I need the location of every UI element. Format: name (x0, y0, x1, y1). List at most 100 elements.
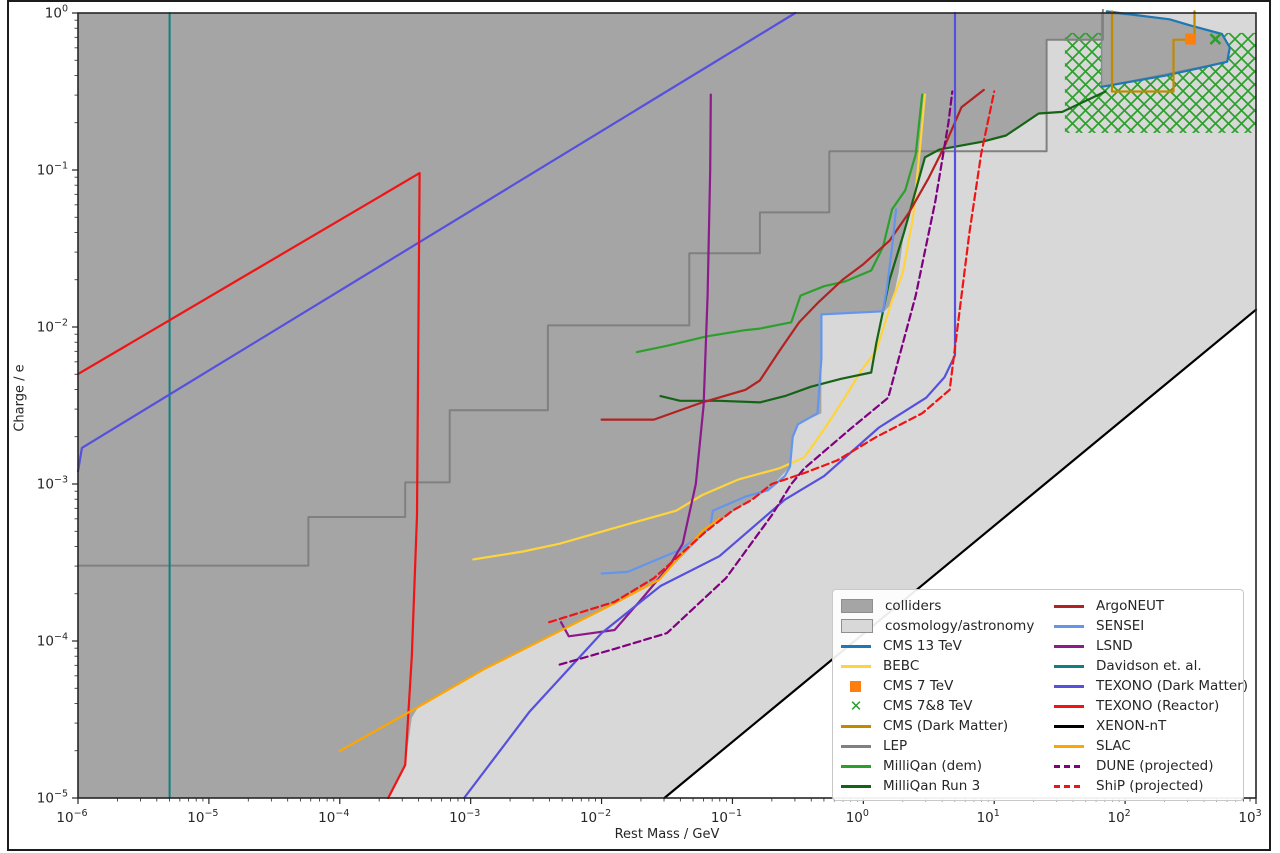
legend-swatch-line (1054, 744, 1084, 748)
region-colliders (78, 13, 1103, 798)
legend-item-cms-13-tev: CMS 13 TeV (841, 636, 1054, 656)
legend-item-xenon-nt: XENON-nT (1054, 716, 1239, 736)
svg-text:10−2: 10−2 (580, 808, 611, 826)
legend-swatch-line (841, 744, 871, 748)
legend-label: ShiP (projected) (1096, 778, 1204, 794)
series-cms-13-tev (1100, 10, 1231, 88)
svg-text:102: 102 (1107, 808, 1130, 826)
series-milliqan-dem (635, 93, 924, 354)
legend-label: MilliQan Run 3 (883, 778, 981, 794)
svg-text:100: 100 (846, 808, 869, 826)
legend-label: LSND (1096, 638, 1133, 654)
svg-text:10−2: 10−2 (37, 318, 68, 336)
legend-swatch-line (1054, 604, 1084, 608)
svg-text:10−3: 10−3 (37, 475, 68, 493)
legend-label: TEXONO (Dark Matter) (1096, 678, 1249, 694)
marker-cms-7-tev (1185, 33, 1197, 45)
svg-text:101: 101 (977, 808, 1000, 826)
series-texono-reactor (76, 172, 421, 800)
series-xenon-nt (663, 308, 1258, 800)
plot-frame (77, 12, 1257, 799)
legend-swatch-patch (841, 599, 873, 613)
legend-item-davidson-et-al: Davidson et. al. (1054, 656, 1239, 676)
legend-item-texono-reactor: TEXONO (Reactor) (1054, 696, 1239, 716)
legend-label: CMS (Dark Matter) (883, 718, 1009, 734)
legend-swatch-line (841, 664, 871, 668)
legend-swatch-x-marker: ✕ (849, 696, 863, 715)
svg-text:10−6: 10−6 (56, 808, 87, 826)
legend-label: ArgoNEUT (1096, 598, 1165, 614)
legend-item-milliqan-dem: MilliQan (dem) (841, 756, 1054, 776)
series-texono-dark-matter-2 (463, 11, 957, 800)
series-texono-dark-matter-1 (76, 11, 797, 473)
legend-column-left: colliders cosmology/astronomy CMS 13 TeV BE… (841, 596, 1054, 796)
svg-text:10−4: 10−4 (318, 808, 349, 826)
legend-item-dune-projected: DUNE (projected) (1054, 756, 1239, 776)
legend-label: SENSEI (1096, 618, 1145, 634)
legend-item-bebc: BEBC (841, 656, 1054, 676)
legend-label: colliders (885, 598, 942, 614)
legend-label: CMS 7&8 TeV (883, 698, 973, 714)
series-ship-projected (548, 90, 996, 624)
legend-item-cms-dark-matter: CMS (Dark Matter) (841, 716, 1054, 736)
legend-swatch-square-marker (850, 680, 861, 692)
legend-label: CMS 7 TeV (883, 678, 954, 694)
legend-swatch-line (1054, 684, 1084, 688)
legend-swatch-line (1054, 664, 1084, 668)
legend-swatch-line (1054, 724, 1084, 728)
legend-item-cms-7-tev: CMS 7 TeV (841, 676, 1054, 696)
legend-item-cosmology-astronomy: cosmology/astronomy (841, 616, 1054, 636)
legend-swatch-line (841, 724, 871, 728)
legend-swatch-line (841, 764, 871, 768)
series-dune-projected (558, 90, 954, 666)
svg-text:10−1: 10−1 (711, 808, 742, 826)
legend-swatch-dashed-line (1054, 784, 1084, 788)
legend-label: Davidson et. al. (1096, 658, 1202, 674)
legend-label: cosmology/astronomy (885, 618, 1035, 634)
series-argoneut (600, 88, 985, 421)
legend-item-texono-dark-matter: TEXONO (Dark Matter) (1054, 676, 1248, 696)
svg-text:10−5: 10−5 (37, 789, 68, 807)
legend-item-colliders: colliders (841, 596, 1054, 616)
y-axis-title: Charge / e (12, 364, 28, 432)
legend-item-lsnd: LSND (1054, 636, 1239, 656)
legend-label: DUNE (projected) (1096, 758, 1214, 774)
svg-text:103: 103 (1238, 808, 1261, 826)
legend-label: BEBC (883, 658, 920, 674)
legend-item-ship-projected: ShiP (projected) (1054, 776, 1239, 796)
axis-ticks (72, 12, 1257, 804)
series-lsnd (559, 93, 712, 638)
legend-swatch-line (1054, 644, 1084, 648)
series-slac (338, 517, 721, 753)
legend-item-sensei: SENSEI (1054, 616, 1239, 636)
axis-tick-labels: 10−6 10−5 10−4 10−3 10−2 10−1 100 101 102 1031001… (37, 4, 1262, 827)
legend-swatch-patch (841, 619, 873, 633)
legend-swatch-line (1054, 624, 1084, 628)
svg-text:10−3: 10−3 (449, 808, 480, 826)
legend-column-right: ArgoNEUT SENSEI LSND Davidson et. al. TEXONO… (1054, 596, 1248, 796)
svg-text:10−4: 10−4 (37, 632, 68, 650)
svg-text:10−1: 10−1 (37, 161, 68, 179)
marker-cms-7-8-tev (1209, 33, 1222, 45)
legend-label: SLAC (1096, 738, 1131, 754)
legend-label: CMS 13 TeV (883, 638, 962, 654)
legend-swatch-dashed-line (1054, 764, 1084, 768)
legend-label: MilliQan (dem) (883, 758, 982, 774)
svg-text:10−5: 10−5 (187, 808, 218, 826)
legend-swatch-line (1054, 704, 1084, 708)
legend-box: colliders cosmology/astronomy CMS 13 TeV BE… (832, 589, 1248, 801)
legend-item-milliqan-run-3: MilliQan Run 3 (841, 776, 1054, 796)
x-axis-title: Rest Mass / GeV (614, 827, 720, 842)
legend-swatch-line (841, 784, 871, 788)
legend-label: TEXONO (Reactor) (1096, 698, 1220, 714)
legend-label: LEP (883, 738, 908, 754)
legend-item-argoneut: ArgoNEUT (1054, 596, 1239, 616)
legend-item-cms-7-8-tev: ✕ CMS 7&8 TeV (841, 696, 1054, 716)
legend-label: XENON-nT (1096, 718, 1167, 734)
series-bebc (472, 93, 927, 561)
legend-swatch-line (841, 644, 871, 648)
legend-item-lep: LEP (841, 736, 1054, 756)
